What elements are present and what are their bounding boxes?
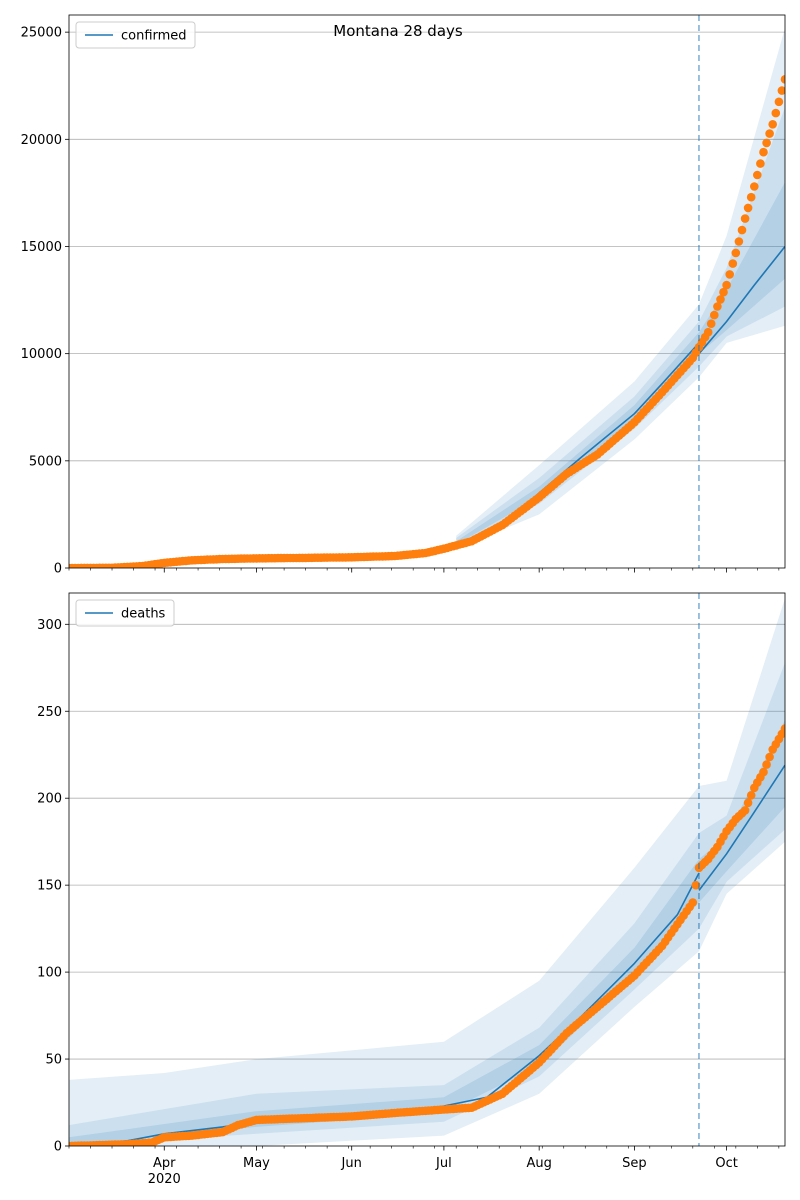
observed-point (719, 287, 728, 297)
y-tick-label: 25000 (21, 26, 62, 41)
observed-point (734, 237, 744, 246)
legend-box (75, 599, 175, 627)
observed-point (777, 86, 785, 95)
observed-point (746, 192, 756, 202)
observed-point (725, 270, 734, 279)
observed-point (771, 108, 781, 118)
observed-point (722, 280, 731, 290)
observed-point (731, 248, 741, 258)
observed-point (716, 295, 725, 304)
forecast-line (698, 764, 785, 891)
observed-point (737, 225, 747, 235)
observed-point (774, 97, 784, 107)
axes-frame (68, 592, 786, 1147)
x-tick-label: Apr (153, 1156, 176, 1171)
x-tick-label: Jul (435, 1156, 452, 1171)
y-tick-label: 200 (37, 792, 62, 807)
observed-point (753, 170, 762, 180)
legend-box (75, 21, 196, 49)
observed-point (750, 182, 759, 191)
observed-point (765, 752, 774, 762)
x-year-label: 2020 (148, 1172, 181, 1187)
observed-point (743, 203, 753, 213)
x-tick-label: Jun (341, 1156, 362, 1171)
observed-point (762, 138, 771, 148)
observed-point (728, 259, 738, 268)
y-tick-label: 0 (54, 562, 62, 577)
observed-point (688, 898, 698, 907)
deaths-panel: 0 50 100 150 200 250 300 Apr May Jun Jul Aug Sep Oct 2… (37, 592, 786, 1187)
x-tick-label: May (243, 1156, 270, 1171)
observed-point (713, 302, 722, 311)
observed-point (740, 214, 750, 223)
observed-point (703, 327, 713, 337)
observed-point (759, 767, 768, 777)
confidence-band (69, 598, 785, 1146)
y-tick-label: 50 (45, 1053, 62, 1068)
observed-point (706, 319, 716, 329)
y-tick-label: 0 (54, 1140, 62, 1155)
observed-point (756, 159, 765, 168)
observed-point (780, 724, 785, 733)
observed-point (743, 798, 753, 808)
observed-point (740, 806, 750, 815)
x-tick-label: Sep (622, 1156, 647, 1171)
confidence-band (456, 107, 785, 547)
y-tick-label: 100 (37, 966, 62, 981)
y-tick-label: 10000 (21, 347, 62, 362)
y-tick-label: 15000 (21, 240, 62, 255)
observed-point (765, 129, 774, 138)
y-tick-label: 5000 (29, 454, 62, 469)
confidence-band (456, 27, 785, 549)
legend-label: confirmed (121, 29, 187, 44)
observed-point (691, 880, 701, 890)
plot-area (69, 598, 785, 1146)
observed-point (746, 791, 756, 800)
axes-frame (68, 14, 786, 569)
y-tick-label: 250 (37, 705, 62, 720)
observed-point (759, 147, 768, 157)
observed-point (710, 310, 719, 320)
legend-label: deaths (121, 607, 166, 622)
chart-title: Montana 28 days (333, 22, 463, 40)
y-tick-label: 20000 (21, 133, 62, 148)
observed-point (762, 760, 771, 769)
confirmed-panel: 0 5000 10000 15000 20000 25000 confirmed (21, 14, 786, 577)
observed-point (780, 75, 785, 84)
plot-area (69, 27, 785, 568)
x-tick-label: Aug (526, 1156, 551, 1171)
y-tick-label: 300 (37, 618, 62, 633)
observed-point (768, 120, 777, 129)
x-tick-label: Oct (715, 1156, 737, 1171)
forecast-line (698, 246, 785, 355)
y-tick-label: 150 (37, 879, 62, 894)
